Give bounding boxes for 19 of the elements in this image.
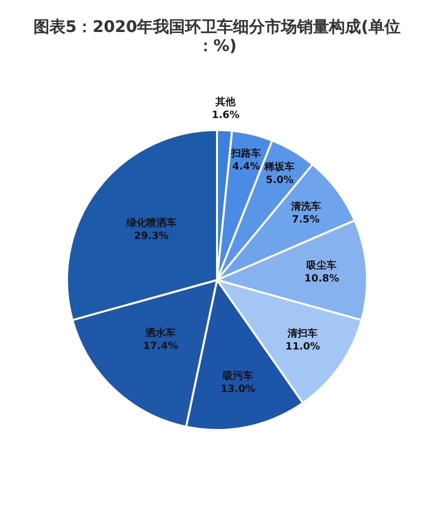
slice-label: 吸污车 (222, 370, 253, 382)
slice-label: 其他 (214, 96, 237, 108)
data-label: 4.4% (232, 161, 260, 172)
slice-label: 清洗车 (290, 200, 321, 212)
slice-label: 扫路车 (230, 147, 262, 160)
slice-label: 吸尘车 (306, 260, 337, 272)
chart-title: 图表5：2020年我国环卫车细分市场销量构成(单位：%) (34, 17, 400, 55)
data-label: 1.6% (212, 110, 240, 122)
slice-label: 稀坂车 (264, 161, 295, 174)
data-label: 17.4% (143, 341, 178, 352)
data-label: 7.5% (292, 214, 320, 226)
slice-label: 绿化喷洒车 (125, 217, 176, 230)
data-label: 10.8% (304, 274, 340, 285)
data-label: 13.0% (220, 384, 256, 395)
data-label: 29.3% (134, 231, 169, 242)
data-label: 5.0% (266, 175, 294, 186)
data-label: 11.0% (285, 342, 320, 353)
slice-label: 洒水车 (144, 327, 176, 340)
slice-label: 清扫车 (286, 328, 318, 340)
